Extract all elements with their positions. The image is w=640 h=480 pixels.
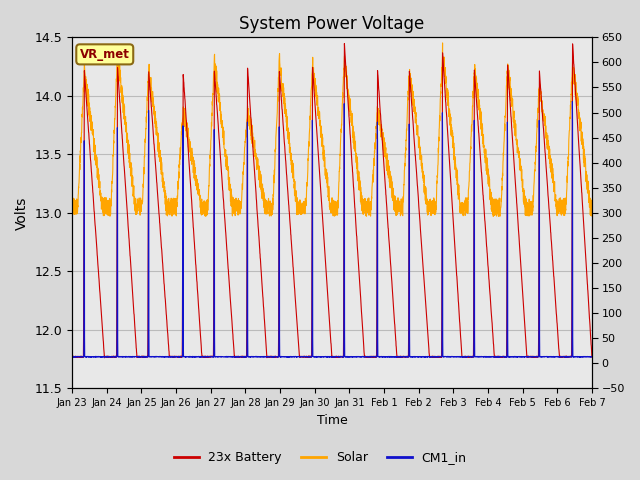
Y-axis label: Volts: Volts	[15, 196, 29, 229]
Text: VR_met: VR_met	[80, 48, 130, 61]
X-axis label: Time: Time	[317, 414, 348, 427]
Legend: 23x Battery, Solar, CM1_in: 23x Battery, Solar, CM1_in	[168, 446, 472, 469]
Title: System Power Voltage: System Power Voltage	[239, 15, 424, 33]
